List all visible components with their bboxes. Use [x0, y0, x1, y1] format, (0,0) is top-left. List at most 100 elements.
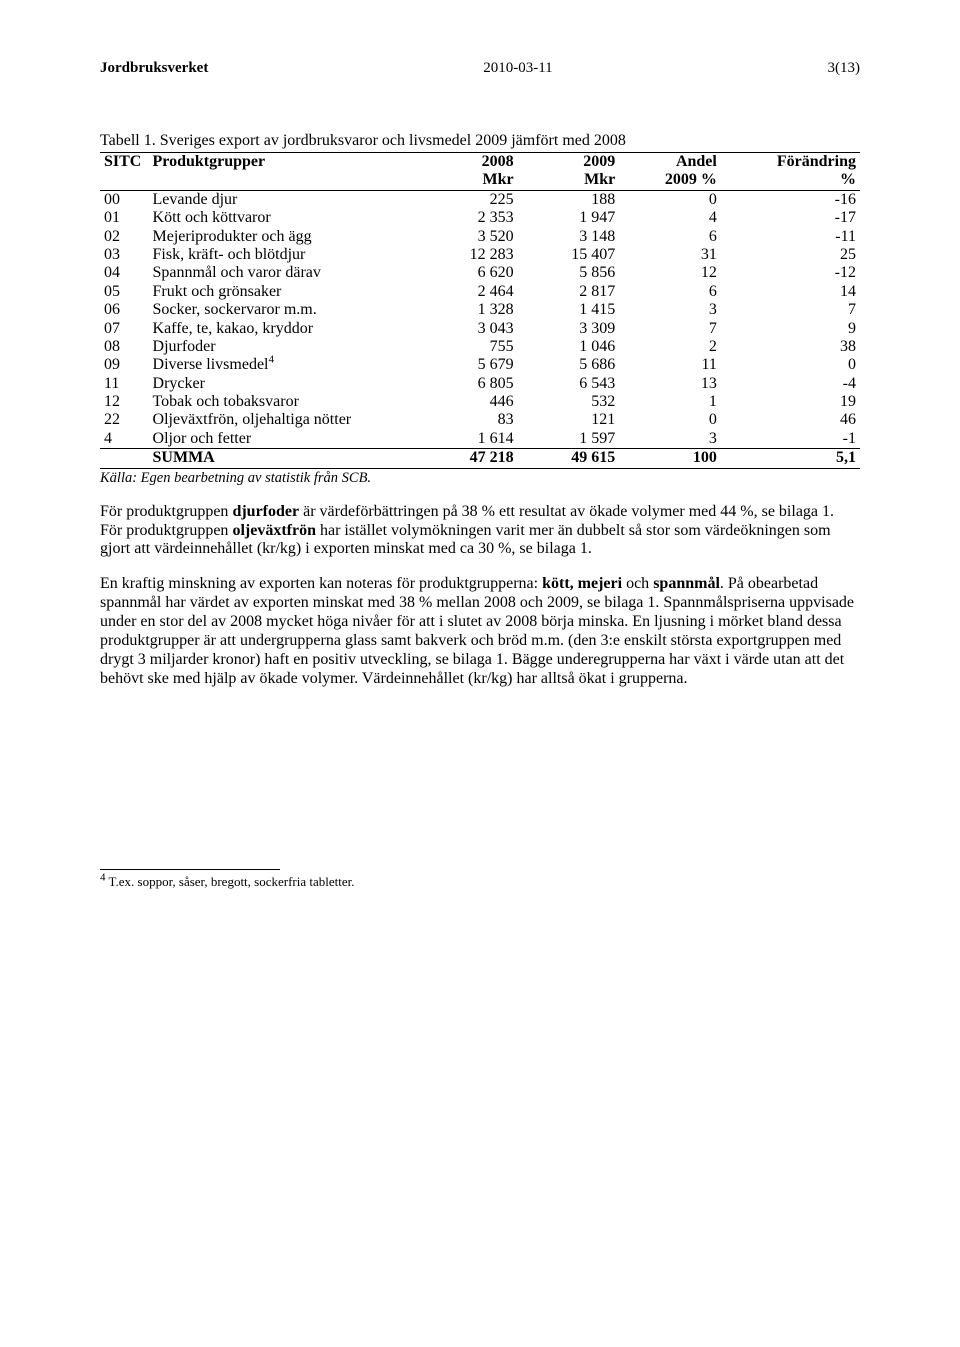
cell-value: 3	[619, 301, 721, 319]
cell-sum-value: 49 615	[518, 449, 620, 468]
table-row: 22Oljeväxtfrön, oljehaltiga nötter831210…	[100, 411, 860, 429]
cell-value: 6 805	[416, 375, 518, 393]
th-2008: 2008	[416, 153, 518, 172]
table-row: 09Diverse livsmedel45 6795 686110	[100, 356, 860, 374]
cell-sitc: 07	[100, 320, 149, 338]
footnote: 4 T.ex. soppor, såser, bregott, sockerfr…	[100, 874, 860, 890]
cell-sitc: 4	[100, 430, 149, 449]
cell-value: 3 309	[518, 320, 620, 338]
text: För produktgruppen	[100, 503, 232, 520]
cell-value: 14	[721, 283, 860, 301]
th-name: Produktgrupper	[149, 153, 416, 172]
cell-name: Tobak och tobaksvaror	[149, 393, 416, 411]
th-mkr-2: Mkr	[518, 171, 620, 190]
table-row: 08Djurfoder7551 046238	[100, 338, 860, 356]
cell-value: 1 328	[416, 301, 518, 319]
table-row: 07Kaffe, te, kakao, kryddor3 0433 30979	[100, 320, 860, 338]
table-sum-row: SUMMA47 21849 6151005,1	[100, 449, 860, 468]
cell-value: 6	[619, 228, 721, 246]
cell-sum-label: SUMMA	[149, 449, 416, 468]
cell-value: 2	[619, 338, 721, 356]
cell-name: Kaffe, te, kakao, kryddor	[149, 320, 416, 338]
page: Jordbruksverket 2010-03-11 3(13) Tabell …	[0, 0, 960, 930]
th-forandring: Förändring	[721, 153, 860, 172]
table-row: 12Tobak och tobaksvaror446532119	[100, 393, 860, 411]
th-pct: %	[721, 171, 860, 190]
cell-name: Fisk, kräft- och blötdjur	[149, 246, 416, 264]
cell-value: -17	[721, 209, 860, 227]
cell-value: 46	[721, 411, 860, 429]
cell-value: 4	[619, 209, 721, 227]
table-row: 04Spannmål och varor därav6 6205 85612-1…	[100, 264, 860, 282]
cell-sitc: 06	[100, 301, 149, 319]
th-sitc: SITC	[100, 153, 149, 172]
cell-value: 31	[619, 246, 721, 264]
cell-sitc: 01	[100, 209, 149, 227]
cell-value: 9	[721, 320, 860, 338]
cell-value: 7	[721, 301, 860, 319]
cell-sitc: 08	[100, 338, 149, 356]
bold-djurfoder: djurfoder	[232, 503, 299, 520]
cell-sum-value: 5,1	[721, 449, 860, 468]
text: och	[622, 575, 653, 592]
cell-value: 1 415	[518, 301, 620, 319]
cell-value: 7	[619, 320, 721, 338]
cell-value: 19	[721, 393, 860, 411]
cell-value: 6 543	[518, 375, 620, 393]
table-row: 05Frukt och grönsaker2 4642 817614	[100, 283, 860, 301]
table-row: 11Drycker6 8056 54313-4	[100, 375, 860, 393]
cell-value: 755	[416, 338, 518, 356]
cell-value: 225	[416, 190, 518, 209]
cell-value: 38	[721, 338, 860, 356]
cell-value: 11	[619, 356, 721, 374]
cell-value: 5 856	[518, 264, 620, 282]
cell-value: 13	[619, 375, 721, 393]
cell-value: 0	[619, 190, 721, 209]
cell-value: 2 353	[416, 209, 518, 227]
cell-name: Levande djur	[149, 190, 416, 209]
cell-value: 12	[619, 264, 721, 282]
cell-value: 3	[619, 430, 721, 449]
cell-name: Drycker	[149, 375, 416, 393]
th-2009: 2009	[518, 153, 620, 172]
table-row: 03Fisk, kräft- och blötdjur12 28315 4073…	[100, 246, 860, 264]
cell-name: Djurfoder	[149, 338, 416, 356]
table-source: Källa: Egen bearbetning av statistik frå…	[100, 470, 860, 487]
footnote-separator	[100, 869, 280, 870]
cell-name: Frukt och grönsaker	[149, 283, 416, 301]
cell-sitc: 09	[100, 356, 149, 374]
cell-value: 446	[416, 393, 518, 411]
cell-sitc: 03	[100, 246, 149, 264]
page-header: Jordbruksverket 2010-03-11 3(13)	[100, 60, 860, 77]
cell-name: Diverse livsmedel4	[149, 356, 416, 374]
cell-sitc: 11	[100, 375, 149, 393]
cell-value: 1 614	[416, 430, 518, 449]
cell-value: 1 597	[518, 430, 620, 449]
paragraph-1: För produktgruppen djurfoder är värdeför…	[100, 503, 860, 560]
cell-value: 121	[518, 411, 620, 429]
cell-sitc: 05	[100, 283, 149, 301]
cell-value: 12 283	[416, 246, 518, 264]
cell-value: -12	[721, 264, 860, 282]
cell-value: 0	[721, 356, 860, 374]
cell-name: Oljor och fetter	[149, 430, 416, 449]
cell-name: Kött och köttvaror	[149, 209, 416, 227]
text: En kraftig minskning av exporten kan not…	[100, 575, 542, 592]
bold-oljevaxtfron: oljeväxtfrön	[232, 522, 316, 539]
cell-value: 5 679	[416, 356, 518, 374]
table-row: 01Kött och köttvaror2 3531 9474-17	[100, 209, 860, 227]
footnote-text: T.ex. soppor, såser, bregott, sockerfria…	[106, 874, 355, 889]
cell-value: 188	[518, 190, 620, 209]
cell-sitc: 22	[100, 411, 149, 429]
cell-name: Spannmål och varor därav	[149, 264, 416, 282]
cell-value: 25	[721, 246, 860, 264]
header-org: Jordbruksverket	[100, 60, 208, 77]
table-row: 00Levande djur2251880-16	[100, 190, 860, 209]
cell-value: 1	[619, 393, 721, 411]
cell-name: Oljeväxtfrön, oljehaltiga nötter	[149, 411, 416, 429]
cell-sitc: 02	[100, 228, 149, 246]
th-andel: Andel	[619, 153, 721, 172]
cell-value: 1 046	[518, 338, 620, 356]
table-row: 4Oljor och fetter1 6141 5973-1	[100, 430, 860, 449]
footnote-ref: 4	[268, 354, 274, 366]
